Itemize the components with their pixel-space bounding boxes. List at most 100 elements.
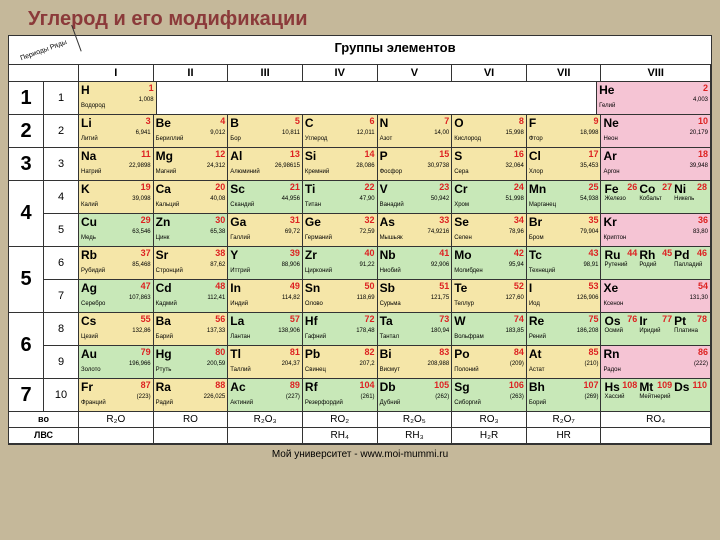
group-header: II (154, 65, 229, 81)
period-number: 3 (9, 148, 44, 180)
element-cell: 55Cs132,86Цезий (79, 313, 154, 345)
element-cell: 85At(210)Астат (527, 346, 602, 378)
element-cell: 1H1,008Водород (79, 82, 157, 114)
formula-cell (79, 428, 154, 443)
bottom-row-label: ЛВС (9, 428, 79, 443)
element-cell: 81Tl204,37Таллий (228, 346, 303, 378)
element-cell: 3Li6,941Литий (79, 115, 154, 147)
group-header: I (79, 65, 154, 81)
formula-cell: RH₄ (303, 428, 378, 443)
element-cell: 86Rn(222)Радон (601, 346, 710, 378)
element-cell: 41Nb92,906Ниобий (378, 247, 453, 279)
subrow-number: 6 (44, 247, 78, 280)
element-cell: 38Sr87,62Стронций (154, 247, 229, 279)
element-cell: 74W183,85Вольфрам (452, 313, 527, 345)
groups-header: Группы элементов (79, 36, 711, 64)
element-cell: 24Cr51,998Хром (452, 181, 527, 213)
formula-cell: RO₃ (452, 412, 527, 427)
formula-cell (154, 428, 229, 443)
period-number: 2 (9, 115, 44, 147)
element-cell: 36Kr83,80Криптон (601, 214, 710, 246)
element-cell: 8O15,998Кислород (452, 115, 527, 147)
element-cell: 30Zn65,38Цинк (154, 214, 229, 246)
formula-cell: RO₄ (601, 412, 710, 427)
subrow-number: 5 (44, 214, 78, 246)
element-cell: 19K39,098Калий (79, 181, 154, 213)
element-cell: 15P30,9738Фосфор (378, 148, 453, 180)
subrow-number: 4 (44, 181, 78, 214)
periodic-table: Периоды Ряды Группы элементов IIIIIIIVVV… (8, 35, 712, 445)
subrow-number: 2 (44, 115, 78, 147)
element-cell: 76OsОсмий77IrИридий78PtПлатина (601, 313, 710, 345)
period-number: 7 (9, 379, 44, 411)
period-number: 1 (9, 82, 44, 114)
subrow-number: 7 (44, 280, 78, 312)
element-cell: 56Ba137,33Барий (154, 313, 229, 345)
element-cell: 84Po(209)Полоний (452, 346, 527, 378)
footer-link[interactable]: Мой университет - www.moi-mummi.ru (8, 445, 712, 464)
element-cell: 17Cl35,453Хлор (527, 148, 602, 180)
element-cell: 29Cu63,546Медь (79, 214, 154, 246)
element-cell: 104Rf(261)Резерфордий (303, 379, 378, 411)
formula-cell: HR (527, 428, 602, 443)
page-title: Углерод и его модификации (8, 8, 712, 31)
group-header: VI (452, 65, 527, 81)
element-cell: 40Zr91,22Цирконий (303, 247, 378, 279)
formula-cell: H₂R (452, 428, 527, 443)
element-cell: 22Ti47,90Титан (303, 181, 378, 213)
period-number: 5 (9, 247, 44, 312)
element-cell: 37Rb85,468Рубидий (79, 247, 154, 279)
element-cell: 47Ag107,863Серебро (79, 280, 154, 312)
element-cell: 5B10,811Бор (228, 115, 303, 147)
element-cell: 51Sb121,75Сурьма (378, 280, 453, 312)
element-cell: 43Tc98,91Технеций (527, 247, 602, 279)
subrow-number: 1 (44, 82, 78, 114)
element-cell: 87Fr(223)Франций (79, 379, 154, 411)
formula-cell: RO₂ (303, 412, 378, 427)
subrow-number: 10 (44, 379, 78, 411)
group-header: V (378, 65, 453, 81)
element-cell: 16S32,064Сера (452, 148, 527, 180)
element-cell: 7N14,00Азот (378, 115, 453, 147)
element-cell: 25Mn54,938Марганец (527, 181, 602, 213)
group-header: VIII (601, 65, 710, 81)
element-cell: 39Y88,906Иттрий (228, 247, 303, 279)
formula-cell: RH₃ (378, 428, 453, 443)
subrow-number: 3 (44, 148, 78, 180)
element-cell: 75Re186,208Рений (527, 313, 602, 345)
element-cell: 35Br79,904Бром (527, 214, 602, 246)
element-cell: 6C12,011Углерод (303, 115, 378, 147)
element-cell: 10Ne20,179Неон (601, 115, 710, 147)
element-cell: 57La138,906Лантан (228, 313, 303, 345)
element-cell: 31Ga69,72Галлий (228, 214, 303, 246)
bottom-row-label: во (9, 412, 79, 427)
element-cell: 105Db(262)Дубний (378, 379, 453, 411)
formula-cell: R₂O₃ (228, 412, 303, 427)
element-cell: 49In114,82Индий (228, 280, 303, 312)
element-cell: 9F18,998Фтор (527, 115, 602, 147)
element-cell: 80Hg200,59Ртуть (154, 346, 229, 378)
formula-cell (601, 428, 710, 443)
element-cell: 72Hf178,48Гафний (303, 313, 378, 345)
element-cell: 4Be9,012Бериллий (154, 115, 229, 147)
element-cell: 2He4,003Гелий (597, 82, 711, 114)
element-cell: 33As74,9216Мышьяк (378, 214, 453, 246)
subrow-number: 8 (44, 313, 78, 346)
element-cell: 34Se78,96Селен (452, 214, 527, 246)
element-cell: 52Te127,60Теллур (452, 280, 527, 312)
element-cell: 88Ra226,025Радий (154, 379, 229, 411)
element-cell: 50Sn118,69Олово (303, 280, 378, 312)
element-cell: 53I126,906Иод (527, 280, 602, 312)
element-cell: 83Bi208,988Висмут (378, 346, 453, 378)
formula-cell: R₂O (79, 412, 154, 427)
formula-cell (228, 428, 303, 443)
element-cell: 73Ta180,94Тантал (378, 313, 453, 345)
element-cell: 11Na22,9898Натрий (79, 148, 154, 180)
group-header: III (228, 65, 303, 81)
element-cell: 23V50,942Ванадий (378, 181, 453, 213)
element-cell: 32Ge72,59Германий (303, 214, 378, 246)
element-cell: 107Bh(269)Борий (527, 379, 602, 411)
element-cell (157, 82, 598, 114)
formula-cell: R₂O₇ (527, 412, 602, 427)
group-header: VII (527, 65, 602, 81)
